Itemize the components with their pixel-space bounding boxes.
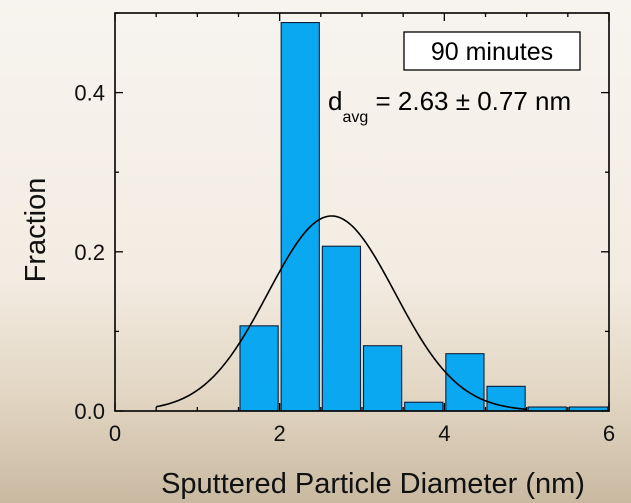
- x-axis-ticks: 0 2 4 6: [109, 13, 615, 446]
- x-tick-label: 6: [603, 421, 615, 446]
- histogram-bar-3: [321, 245, 362, 412]
- x-tick-label: 0: [109, 421, 121, 446]
- plot-frame: [114, 12, 610, 412]
- annotation-value: = 2.63 ± 0.77 nm: [368, 86, 571, 116]
- y-axis-ticks: 0.0 0.2 0.4: [74, 12, 609, 424]
- annotation-symbol: d: [328, 86, 342, 116]
- y-axis-label: Fraction: [20, 178, 52, 283]
- histogram-bar-6: [445, 353, 485, 412]
- gaussian-fit-curve: [156, 215, 527, 411]
- legend-label: 90 minutes: [431, 38, 553, 66]
- x-tick-label: 2: [274, 421, 286, 446]
- histogram-bar-1: [239, 325, 279, 412]
- average-diameter-annotation: davg = 2.63 ± 0.77 nm: [328, 86, 571, 126]
- x-tick-label: 4: [438, 421, 450, 446]
- bars-group: [239, 22, 609, 412]
- histogram-bar-5: [404, 401, 444, 412]
- x-axis-label: Sputtered Particle Diameter (nm): [161, 468, 585, 500]
- histogram-bar-4: [362, 345, 403, 412]
- y-tick-label: 0.4: [74, 81, 105, 106]
- legend-box: [403, 31, 581, 71]
- y-tick-label: 0.2: [74, 240, 105, 265]
- histogram-bar-2: [280, 22, 320, 412]
- y-tick-label: 0.0: [74, 399, 105, 424]
- annotation-subscript: avg: [342, 109, 368, 126]
